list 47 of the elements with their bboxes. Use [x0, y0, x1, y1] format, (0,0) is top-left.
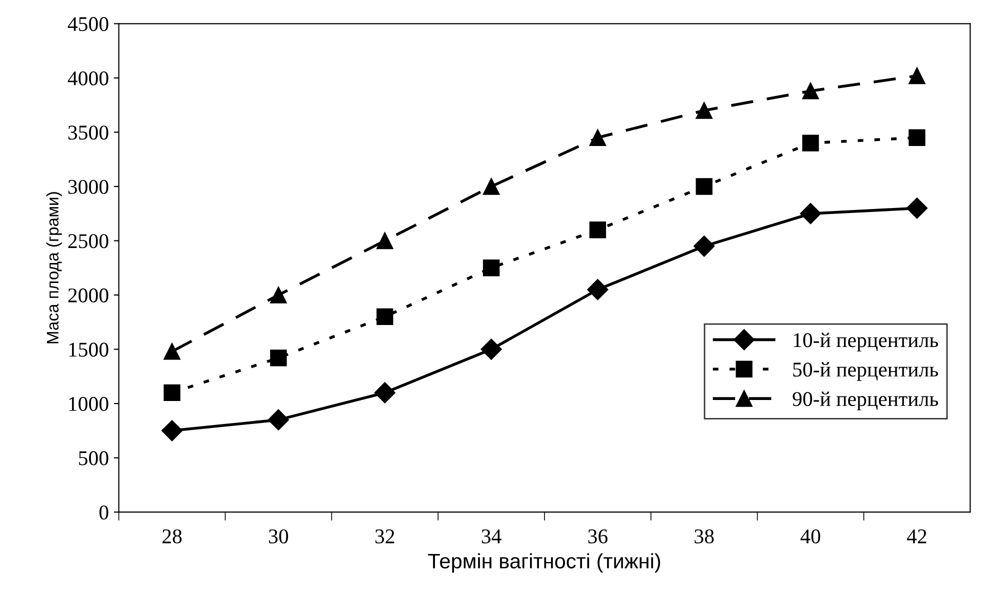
y-tick-label: 1000	[69, 396, 108, 411]
point	[802, 82, 819, 100]
point	[802, 134, 819, 152]
x-tick-label: 36	[588, 529, 608, 544]
point	[696, 178, 712, 195]
point	[906, 198, 928, 219]
y-tick-label: 3500	[68, 126, 108, 140]
point	[587, 279, 608, 300]
y-axis-title: Маса плода (грами)	[46, 192, 62, 344]
point	[482, 260, 500, 276]
legend-label: 50-й перцентиль	[793, 362, 938, 381]
y-tick-label: 3000	[68, 180, 108, 194]
point	[161, 420, 183, 442]
y-tick-label: 4500	[68, 17, 108, 32]
legend-label: 10-й перцентиль	[794, 332, 938, 352]
point	[800, 203, 822, 224]
y-tick-label: 0	[99, 505, 108, 520]
point	[908, 129, 926, 146]
x-tick-label: 28	[162, 529, 182, 544]
point	[589, 129, 606, 146]
y-tick-label: 4000	[68, 71, 108, 86]
y-tick-label: 2500	[68, 234, 108, 248]
point	[164, 343, 180, 360]
x-tick-label: 40	[800, 529, 820, 544]
x-tick-label: 30	[269, 529, 288, 544]
y-tick-label: 2000	[68, 288, 108, 302]
point	[480, 338, 502, 360]
point	[374, 382, 396, 404]
point	[694, 236, 715, 257]
x-tick-label: 38	[694, 529, 714, 544]
legend-label: 90-й перцентиль	[792, 392, 938, 410]
point	[908, 67, 926, 84]
x-tick-label: 42	[906, 529, 926, 544]
point	[270, 286, 287, 304]
y-tick-label: 500	[79, 451, 108, 466]
x-axis-title: Термін вагітності (тижні)	[428, 553, 660, 573]
point	[376, 308, 394, 326]
x-tick-label: 34	[482, 529, 502, 544]
point	[376, 232, 394, 250]
point	[482, 178, 500, 195]
y-tick-label: 1500	[69, 342, 108, 357]
point	[589, 222, 606, 238]
point	[270, 350, 287, 366]
point	[268, 409, 289, 430]
point	[696, 102, 712, 119]
x-tick-label: 32	[375, 529, 394, 544]
point	[164, 384, 180, 402]
